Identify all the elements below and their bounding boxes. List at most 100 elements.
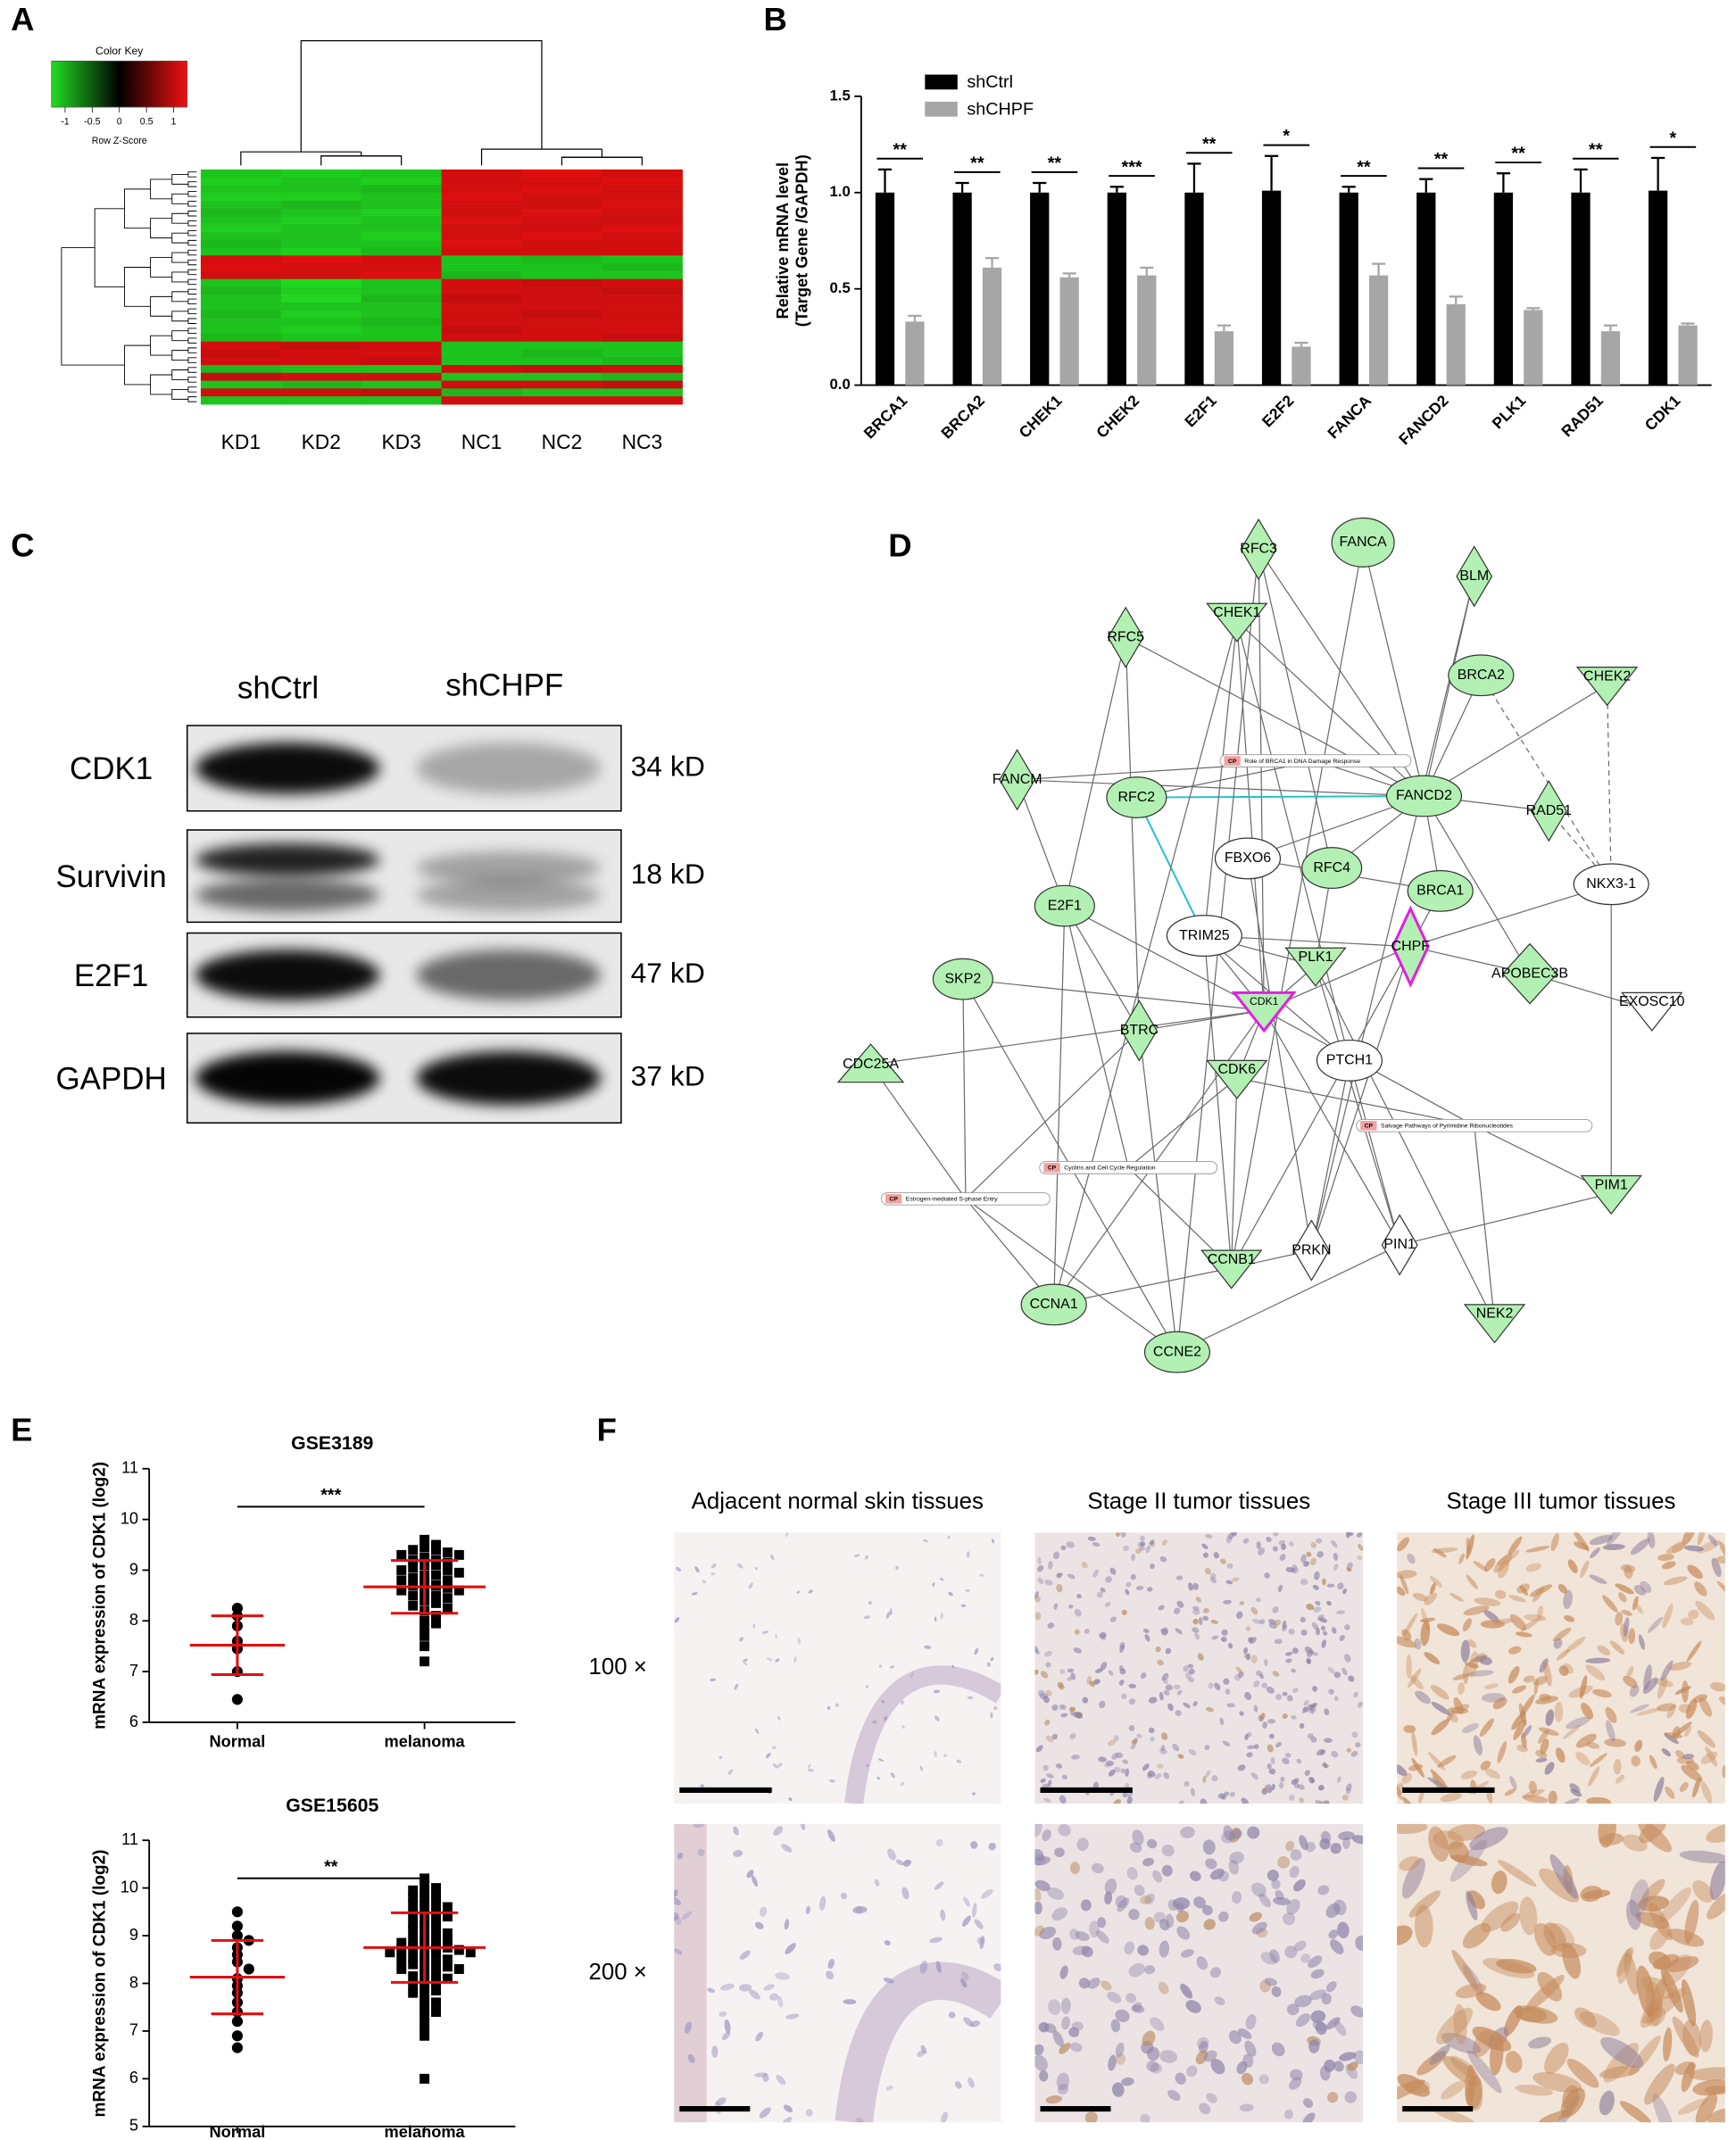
significance-label: **: [1048, 153, 1062, 173]
blot-bands: [195, 842, 602, 912]
color-key-tick-label: 0.5: [140, 117, 154, 128]
heatmap-cell: [361, 239, 443, 249]
protein-label: GAPDH: [55, 1061, 166, 1096]
network-edge: [962, 978, 1265, 1011]
network-node: [1020, 1283, 1087, 1326]
data-point: [431, 1539, 441, 1550]
y-tick-label: 5: [129, 2116, 138, 2135]
data-point: [419, 1623, 430, 1634]
x-tick-label: FANCA: [1324, 391, 1375, 442]
heatmap-cell: [602, 357, 683, 366]
heatmap-cell: [441, 263, 523, 272]
heatmap-cell: [441, 388, 523, 397]
heatmap-cell: [441, 270, 523, 280]
data-point: [431, 2007, 441, 2018]
heatmap-cell: [280, 388, 362, 397]
heatmap-cell: [602, 341, 683, 351]
pathway-box: [1219, 754, 1412, 767]
data-point: [431, 1580, 441, 1590]
data-point: [231, 2016, 243, 2028]
heatmap-cell: [521, 318, 603, 327]
heatmap-cell: [200, 388, 282, 397]
y-tick-label: 7: [129, 1661, 138, 1680]
data-point: [231, 2030, 243, 2042]
heatmap-cell: [441, 224, 523, 233]
network-edge: [965, 1198, 1178, 1353]
bar: [1416, 192, 1436, 386]
row-label: 200 ×: [588, 1960, 646, 1985]
heatmap-cell: [280, 318, 362, 327]
heatmap-cell: [200, 286, 282, 295]
x-tick-label: CDK1: [1641, 392, 1684, 435]
panel-label: C: [11, 527, 34, 564]
network-edge: [1064, 905, 1140, 1032]
data-point: [408, 1919, 419, 1929]
data-point: [431, 1545, 441, 1555]
data-point: [442, 1962, 453, 1972]
heatmap-cell: [602, 169, 683, 178]
heatmap-cell: [200, 216, 282, 225]
panel-label: D: [888, 527, 911, 564]
heatmap-cell: [441, 380, 523, 389]
bar: [1184, 192, 1204, 386]
x-tick-label: melanoma: [385, 1732, 466, 1751]
y-axis-label: (Target Gene /GAPDH): [792, 154, 810, 327]
size-label: 37 kD: [631, 1060, 705, 1092]
network-node: [1331, 517, 1395, 568]
heatmap-cell: [200, 193, 282, 202]
heatmap-cell: [602, 326, 683, 335]
significance-label: **: [1511, 144, 1525, 163]
data-point: [431, 1611, 441, 1622]
heatmap-cell: [441, 216, 523, 225]
heatmap-cell: [441, 365, 523, 374]
data-point: [431, 1949, 441, 1960]
heatmap-cell: [602, 380, 683, 389]
heatmap-cell: [602, 263, 683, 272]
heatmap-cell: [521, 388, 603, 397]
ihc-image: [1034, 1823, 1364, 2123]
heatmap-cell: [200, 278, 282, 288]
heatmap-cell: [280, 216, 362, 225]
heatmap-cell: [521, 263, 603, 272]
bar: [1059, 277, 1079, 386]
heatmap-cell: [280, 302, 362, 311]
data-point: [408, 1935, 419, 1945]
network-node: [1284, 947, 1347, 987]
heatmap-cell: [521, 326, 603, 335]
lane-label: shCtrl: [237, 671, 319, 706]
significance-label: ***: [320, 1485, 341, 1505]
color-key-axis-label: Row Z-Score: [92, 136, 147, 146]
color-key-tick-label: -1: [61, 117, 70, 128]
x-tick-label: E2F1: [1181, 392, 1220, 431]
heatmap-cell: [602, 216, 683, 225]
pathway-label: Cyclins and Cell Cycle Regulation: [1064, 1165, 1156, 1172]
network-edge: [1410, 883, 1612, 948]
network-node: [1463, 1304, 1526, 1344]
data-point: [408, 1885, 419, 1895]
data-point: [431, 1883, 441, 1894]
heatmap-cell: [361, 232, 443, 241]
network-edge: [1064, 637, 1126, 907]
significance-label: ***: [1122, 157, 1142, 177]
heatmap-cell: [200, 372, 282, 382]
significance-label: *: [1283, 127, 1290, 146]
network-node: [1240, 518, 1277, 581]
network-node-label: PLK1: [1298, 950, 1333, 965]
data-point: [431, 1940, 441, 1951]
heatmap-cell: [441, 326, 523, 335]
blot-bands: [195, 742, 602, 794]
y-tick-label: 8: [129, 1972, 138, 1991]
heatmap-cell: [441, 185, 523, 194]
x-tick-label: BRCA2: [937, 392, 988, 443]
significance-label: **: [893, 140, 908, 160]
bar: [905, 321, 925, 386]
network-node: [1292, 1219, 1330, 1282]
network-node: [1034, 884, 1095, 927]
data-point: [431, 1986, 441, 1995]
heatmap-cell: [602, 232, 683, 241]
bar: [1600, 331, 1621, 386]
heatmap-cell: [361, 255, 443, 264]
data-point: [408, 1590, 419, 1601]
data-point: [408, 1899, 419, 1910]
x-tick-label: Normal: [210, 1732, 266, 1751]
